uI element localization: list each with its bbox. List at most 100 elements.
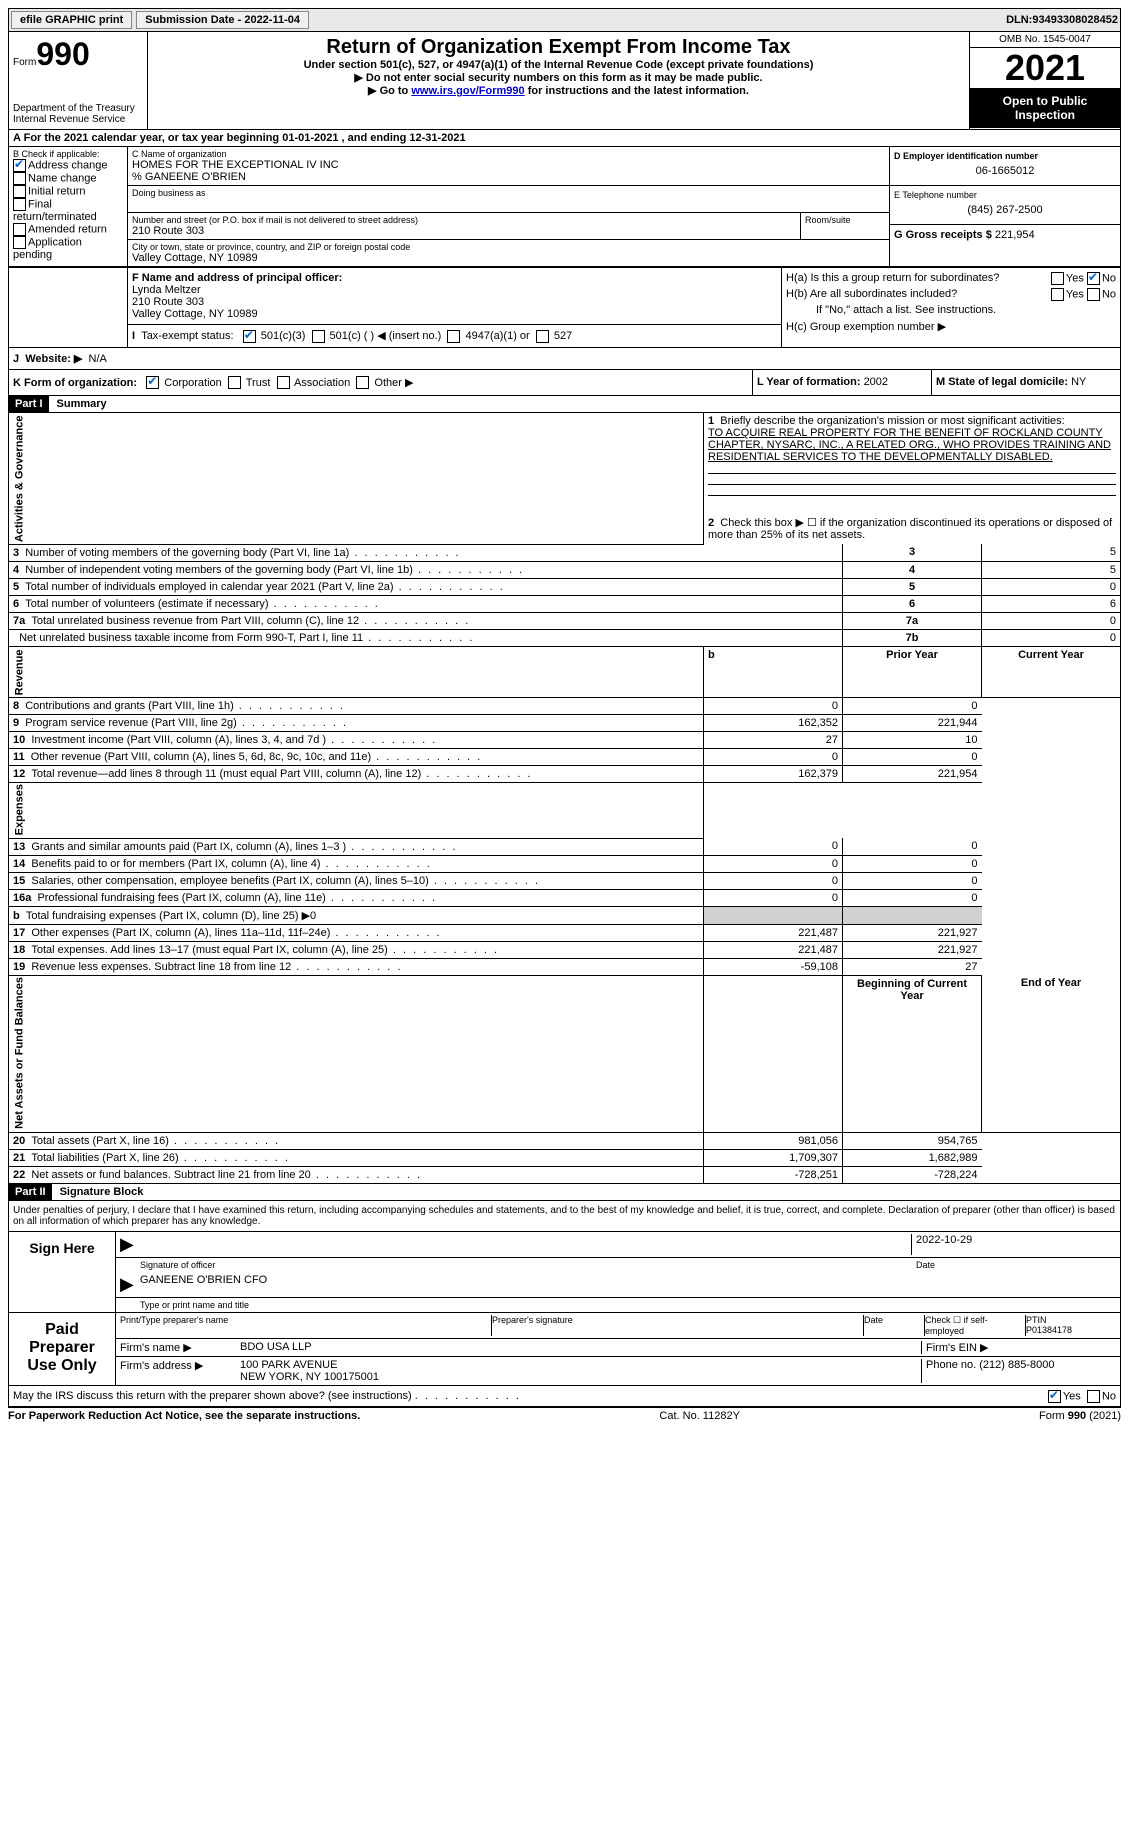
footer-center: Cat. No. 11282Y [659, 1410, 740, 1422]
sig-arrow-icon-2: ▶ [120, 1274, 140, 1295]
line-a-pre: For the 2021 calendar year, or tax year … [24, 132, 283, 144]
form-number: 990 [36, 36, 89, 72]
officer-label: F Name and address of principal officer: [132, 272, 777, 284]
tax-exempt-checkbox-0[interactable] [243, 330, 256, 343]
form-word: Form [13, 57, 36, 68]
checkbox-initial-return[interactable] [13, 185, 26, 198]
form-header: Form990 Department of the Treasury Inter… [8, 32, 1121, 130]
discuss-no: No [1102, 1390, 1116, 1402]
submission-date: 2022-11-04 [244, 14, 300, 26]
gross-receipts-label: G Gross receipts $ [894, 229, 995, 241]
form-subtitle-1: Under section 501(c), 527, or 4947(a)(1)… [152, 59, 965, 71]
discuss-row: May the IRS discuss this return with the… [8, 1386, 1121, 1407]
submission-label: Submission Date - [145, 14, 244, 26]
addr-label: Number and street (or P.O. box if mail i… [132, 215, 796, 225]
discuss-yes: Yes [1063, 1390, 1081, 1402]
vert-revenue: Revenue [9, 647, 704, 697]
paid-preparer-label: Paid Preparer Use Only [9, 1313, 116, 1385]
dln-value: 93493308028452 [1032, 14, 1118, 26]
yes-label: Yes [1066, 272, 1084, 284]
ein-label: D Employer identification number [894, 151, 1116, 161]
efile-print-button[interactable]: efile GRAPHIC print [11, 11, 132, 29]
hb-yes-checkbox[interactable] [1051, 288, 1064, 301]
checkbox-address-change[interactable] [13, 159, 26, 172]
form-org-label: K Form of organization: [13, 377, 137, 389]
submission-date-button[interactable]: Submission Date - 2022-11-04 [136, 11, 309, 29]
form-org-checkbox-1[interactable] [228, 376, 241, 389]
checkbox-label: Name change [28, 172, 97, 184]
part2-header: Part II [9, 1184, 52, 1200]
form-org-checkbox-3[interactable] [356, 376, 369, 389]
tax-exempt-checkbox-3[interactable] [536, 330, 549, 343]
ha-no-checkbox[interactable] [1087, 272, 1100, 285]
no-label-2: No [1102, 288, 1116, 300]
vert-netassets: Net Assets or Fund Balances [9, 975, 704, 1132]
firm-name-label: Firm's name ▶ [120, 1341, 240, 1354]
prior-year-header: Prior Year [843, 647, 982, 697]
checkbox-name-change[interactable] [13, 172, 26, 185]
goto-post: for instructions and the latest informat… [525, 85, 749, 97]
tax-exempt-checkbox-2[interactable] [447, 330, 460, 343]
current-year-header: Current Year [982, 647, 1121, 697]
h-note: If "No," attach a list. See instructions… [786, 304, 1116, 316]
irs-label: Internal Revenue Service [13, 114, 143, 125]
discuss-no-checkbox[interactable] [1087, 1390, 1100, 1403]
ptin-value: P01384178 [1026, 1325, 1072, 1335]
officer-addr1: 210 Route 303 [132, 296, 777, 308]
website-label: Website: ▶ [25, 353, 82, 365]
yes-label-2: Yes [1066, 288, 1084, 300]
form-subtitle-2: Do not enter social security numbers on … [152, 71, 965, 84]
phone-value: (845) 267-2500 [894, 200, 1116, 220]
checkbox-final-return-terminated[interactable] [13, 198, 26, 211]
sign-here-label: Sign Here [9, 1232, 116, 1312]
state-domicile-value: NY [1071, 376, 1086, 388]
sign-here-block: Sign Here ▶ 2022-10-29 Signature of offi… [8, 1232, 1121, 1313]
phone-label: E Telephone number [894, 190, 1116, 200]
hb-no-checkbox[interactable] [1087, 288, 1100, 301]
state-domicile-label: M State of legal domicile: [936, 376, 1071, 388]
firm-addr1: 100 PARK AVENUE [240, 1359, 337, 1371]
line-a-mid: , and ending [338, 132, 409, 144]
firm-addr-label: Firm's address ▶ [120, 1359, 240, 1383]
sig-arrow-icon: ▶ [120, 1234, 140, 1255]
dba-label: Doing business as [132, 188, 885, 198]
officer-addr2: Valley Cottage, NY 10989 [132, 308, 777, 320]
firm-addr2: NEW YORK, NY 100175001 [240, 1371, 379, 1383]
paid-preparer-block: Paid Preparer Use Only Print/Type prepar… [8, 1313, 1121, 1386]
form990-link[interactable]: www.irs.gov/Form990 [411, 85, 524, 97]
footer-right: Form 990 (2021) [1039, 1410, 1121, 1422]
checkbox-label: Address change [28, 159, 108, 171]
ha-yes-checkbox[interactable] [1051, 272, 1064, 285]
officer-name-title: GANEENE O'BRIEN CFO [140, 1274, 1116, 1295]
checkbox-amended-return[interactable] [13, 223, 26, 236]
form-org-row: K Form of organization: Corporation Trus… [9, 370, 752, 396]
tax-year-end: 12-31-2021 [409, 132, 465, 144]
form-org-checkbox-0[interactable] [146, 376, 159, 389]
form-org-checkbox-2[interactable] [277, 376, 290, 389]
checkbox-application-pending[interactable] [13, 236, 26, 249]
h-b: H(b) Are all subordinates included? Yes … [786, 288, 1116, 300]
date-label: Date [916, 1260, 1116, 1270]
city-label: City or town, state or province, country… [132, 242, 885, 252]
mission-label: Briefly describe the organization's miss… [720, 415, 1064, 427]
sig-officer-label: Signature of officer [140, 1260, 916, 1270]
discuss-text: May the IRS discuss this return with the… [13, 1390, 412, 1402]
begin-year-header: Beginning of Current Year [843, 975, 982, 1132]
website-value: N/A [89, 353, 107, 365]
discuss-yes-checkbox[interactable] [1048, 1390, 1061, 1403]
end-year-header: End of Year [982, 975, 1121, 1132]
tax-exempt-checkbox-1[interactable] [312, 330, 325, 343]
box-b-label: B Check if applicable: [13, 149, 123, 159]
self-employed-label: Check ☐ if self-employed [925, 1315, 1026, 1336]
top-bar: efile GRAPHIC print Submission Date - 20… [8, 8, 1121, 32]
year-formation-label: L Year of formation: [757, 376, 864, 388]
firm-ein-label: Firm's EIN ▶ [921, 1341, 1116, 1354]
year-formation-value: 2002 [864, 376, 888, 388]
sig-date: 2022-10-29 [911, 1234, 1116, 1255]
firm-name: BDO USA LLP [240, 1341, 921, 1354]
footer-left: For Paperwork Reduction Act Notice, see … [8, 1410, 360, 1422]
form-subtitle-3: Go to www.irs.gov/Form990 for instructio… [152, 84, 965, 97]
vert-expenses: Expenses [9, 782, 704, 838]
org-name: HOMES FOR THE EXCEPTIONAL IV INC [132, 159, 885, 171]
checkbox-label: Amended return [28, 223, 107, 235]
